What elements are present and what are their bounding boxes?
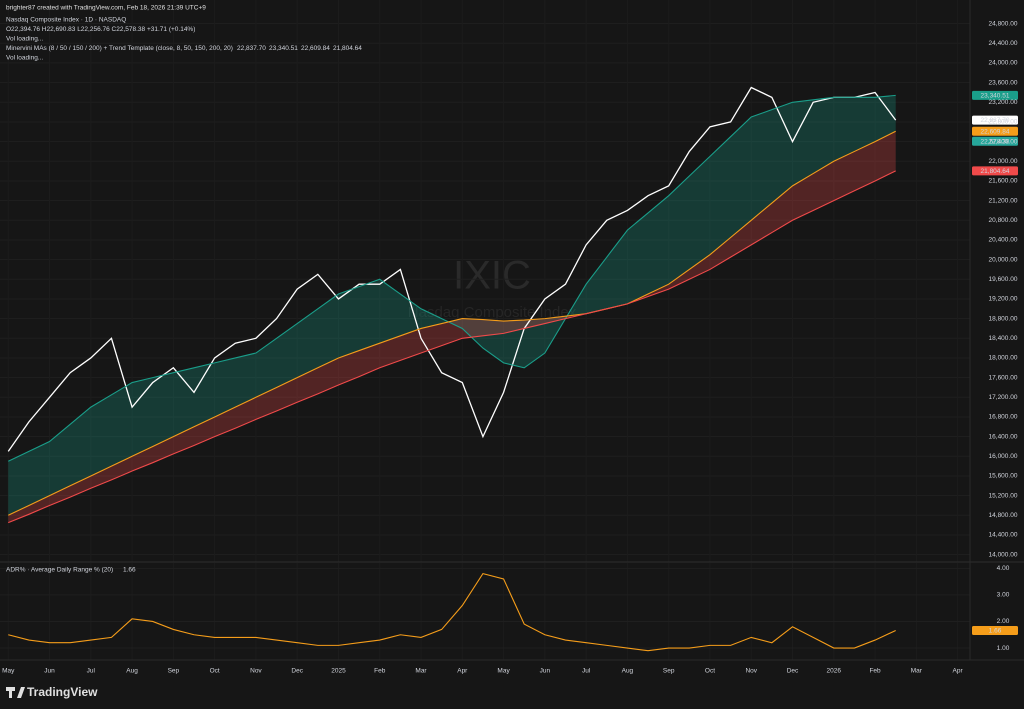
y-tick-label: 17,600.00 [989, 374, 1018, 381]
x-tick-label: Mar [911, 668, 923, 675]
x-tick-label: Jun [44, 668, 55, 675]
x-tick-label: Jun [540, 668, 551, 675]
legend-value: 21,804.64 [333, 45, 362, 52]
x-tick-label: 2026 [827, 668, 842, 675]
header: brighter87 created with TradingView.com,… [6, 5, 206, 12]
x-tick-label: Mar [415, 668, 427, 675]
series-line [8, 130, 896, 516]
x-tick-label: Oct [705, 668, 715, 675]
y-tick-label: 2.00 [997, 618, 1010, 625]
y-tick-label: 22,800.00 [989, 119, 1018, 126]
y-tick-label: 15,200.00 [989, 492, 1018, 499]
x-tick-label: Dec [291, 668, 303, 675]
y-tick-label: 14,800.00 [989, 512, 1018, 519]
y-tick-label: 23,600.00 [989, 79, 1018, 86]
y-tick-label: 20,000.00 [989, 256, 1018, 263]
legend-line: Minervini MAs (8 / 50 / 150 / 200) + Tre… [6, 45, 233, 52]
price-tag [972, 626, 1018, 636]
y-tick-label: 16,800.00 [989, 414, 1018, 421]
x-tick-label: Nov [250, 668, 262, 675]
legend: Nasdaq Composite Index · 1D · NASDAQ O22,… [6, 17, 362, 574]
x-tick-label: Apr [953, 668, 964, 675]
y-tick-label: 20,800.00 [989, 217, 1018, 224]
price-tag [972, 126, 1018, 136]
watermark-name: Nasdaq Composite Index [408, 304, 577, 321]
legend-line: Vol loading... [6, 36, 43, 43]
y-tick-label: 15,600.00 [989, 473, 1018, 480]
x-tick-label: Dec [787, 668, 799, 675]
y-tick-label: 20,400.00 [989, 237, 1018, 244]
x-tick-label: Feb [869, 668, 881, 675]
logo-text: TradingView [27, 685, 98, 699]
y-tick-label: 14,400.00 [989, 532, 1018, 539]
y-tick-label: 18,400.00 [989, 335, 1018, 342]
legend-line: Nasdaq Composite Index · 1D · NASDAQ [6, 17, 126, 24]
series-line [7, 86, 897, 452]
x-tick-label: Sep [168, 668, 180, 675]
price-tag [972, 166, 1018, 176]
band-fill [8, 131, 896, 523]
price-tag [972, 136, 1018, 146]
x-tick-label: Sep [663, 668, 675, 675]
plot [7, 86, 897, 652]
watermark-symbol: IXIC [453, 254, 531, 298]
legend-value: 1.66 [123, 567, 136, 574]
y-tick-label: 4.00 [997, 565, 1010, 572]
price-tag-label: 22,578.38 [981, 138, 1010, 145]
y-tick-label: 17,200.00 [989, 394, 1018, 401]
series-line [8, 94, 896, 462]
y-tick-label: 21,600.00 [989, 178, 1018, 185]
x-tick-label: May [497, 668, 510, 675]
legend-value: 22,837.70 [237, 45, 266, 52]
price-tag-label: 23,340.51 [981, 92, 1010, 99]
band-fill [8, 95, 896, 516]
y-tick-label: 16,400.00 [989, 433, 1018, 440]
x-tick-label: May [2, 668, 15, 675]
logo-icon [6, 687, 25, 698]
price-tag-label: 22,837.70 [981, 117, 1010, 124]
price-tag-label: 1.66 [989, 628, 1002, 635]
y-tick-label: 18,000.00 [989, 355, 1018, 362]
y-tick-label: 18,800.00 [989, 315, 1018, 322]
price-tags: 23,340.51 22,837.70 22,609.84 22,578.38 21,8… [972, 90, 1018, 636]
y-tick-label: 22,400.00 [989, 138, 1018, 145]
y-tick-label: 21,200.00 [989, 197, 1018, 204]
x-tick-label: Oct [210, 668, 220, 675]
legend-line: ADR% · Average Daily Range % (20) [6, 567, 113, 574]
series-line [8, 572, 896, 652]
x-tick-label: Aug [622, 668, 634, 675]
legend-value: 22,609.84 [301, 45, 330, 52]
x-tick-label: Feb [374, 668, 386, 675]
x-tick-label: Jul [582, 668, 591, 675]
legend-value: 23,340.51 [269, 45, 298, 52]
y-tick-label: 3.00 [997, 592, 1010, 599]
x-tick-label: Apr [457, 668, 468, 675]
y-tick-label: 16,000.00 [989, 453, 1018, 460]
y-tick-label: 23,200.00 [989, 99, 1018, 106]
x-tick-label: Aug [126, 668, 138, 675]
grid [0, 0, 970, 660]
price-tag [972, 115, 1018, 125]
x-tick-label: Jul [87, 668, 96, 675]
y-tick-label: 22,000.00 [989, 158, 1018, 165]
price-tag-label: 22,609.84 [981, 128, 1010, 135]
price-tag [972, 90, 1018, 100]
y-tick-label: 24,800.00 [989, 20, 1018, 27]
y-tick-label: 24,400.00 [989, 40, 1018, 47]
legend-line: Vol loading... [6, 55, 43, 62]
y-tick-label: 19,200.00 [989, 296, 1018, 303]
y-tick-label: 19,600.00 [989, 276, 1018, 283]
x-tick-label: 2025 [331, 668, 346, 675]
y-tick-label: 24,000.00 [989, 60, 1018, 67]
y-tick-label: 14,000.00 [989, 551, 1018, 558]
legend-line: O22,394.76 H22,690.83 L22,256.76 C22,578… [6, 26, 195, 33]
series-line [8, 170, 896, 524]
price-tag-label: 21,804.64 [981, 168, 1010, 175]
y-tick-label: 1.00 [997, 645, 1010, 652]
x-tick-label: Nov [745, 668, 757, 675]
